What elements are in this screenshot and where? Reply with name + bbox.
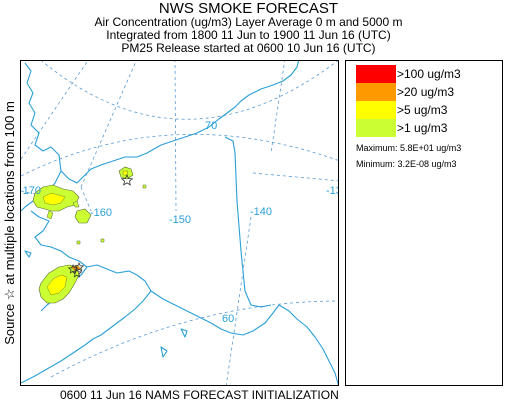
lon-label-170: -170 (21, 185, 41, 197)
legend-label: >20 ug/m3 (397, 85, 455, 99)
map-canvas: -170 -160 -150 -140 -130 70 60 (21, 61, 339, 385)
island-4 (180, 328, 188, 338)
gulf-coast (150, 290, 280, 336)
plume-north-dot (142, 184, 147, 189)
star-icon (71, 267, 83, 278)
smoke-plumes (32, 166, 147, 304)
island-3 (160, 346, 168, 358)
source-label-text: Source ☆ at multiple locations from 100 … (2, 101, 17, 345)
legend-swatch-yellow (356, 101, 396, 119)
star-icon (73, 261, 85, 272)
legend-item-20: >20 ug/m3 (356, 83, 496, 101)
star-icon (67, 263, 79, 274)
plume-north (118, 166, 147, 189)
meridian-140-north (270, 61, 286, 154)
lon-label-160: -160 (90, 207, 112, 219)
source-markers (67, 173, 134, 278)
parallel-70 (21, 134, 338, 177)
legend-item-1: >1 ug/m3 (356, 119, 496, 137)
plume-small-spots (76, 238, 105, 245)
spot-1 (100, 238, 105, 243)
star-icon (120, 173, 134, 186)
legend-label: >5 ug/m3 (397, 103, 448, 117)
parallel-80 (41, 61, 338, 120)
plume-east-small (72, 200, 80, 208)
smoke-map[interactable]: -170 -160 -150 -140 -130 70 60 (20, 60, 339, 386)
spot-2 (76, 240, 81, 245)
forecast-footer-text: 0600 11 Jun 16 NAMS FORECAST INITIALIZAT… (60, 388, 339, 402)
meridian-160-south (80, 186, 92, 212)
plume-north-core (122, 170, 129, 176)
max-concentration: Maximum: 5.8E+01 ug/m3 (356, 143, 462, 153)
north-coast (24, 61, 300, 184)
peninsula-coast (21, 344, 86, 384)
lon-label-140: -140 (250, 206, 272, 218)
release-start: PM25 Release started at 0600 10 Jun 16 (… (121, 41, 376, 55)
chart-title: NWS SMOKE FORECAST (158, 0, 339, 17)
lat-label-60: 60 (222, 313, 234, 325)
plume-seward (32, 184, 80, 220)
legend-label: >100 ug/m3 (397, 67, 461, 81)
southeast-coast (278, 304, 338, 385)
southwest-coast (84, 264, 152, 346)
plume-seward-inner (42, 192, 66, 206)
meridian-170-north (21, 61, 89, 160)
island-2 (24, 250, 32, 258)
legend-swatch-red (356, 65, 396, 83)
graticule-labels: -170 -160 -150 -140 -130 70 60 (21, 120, 339, 325)
lat-label-70: 70 (205, 120, 217, 132)
layer-description: Air Concentration (ug/m3) Layer Average … (94, 15, 403, 29)
plume-nome-east (72, 200, 92, 224)
legend-item-5: >5 ug/m3 (356, 101, 496, 119)
meridian-160 (80, 61, 137, 188)
lon-label-150: -150 (169, 214, 191, 226)
legend-item-100: >100 ug/m3 (356, 65, 496, 83)
lon-label-130: -130 (326, 185, 339, 197)
legend-label: >1 ug/m3 (397, 121, 448, 135)
plume-southwest-inner (46, 274, 68, 296)
plume-seward-tail (46, 210, 54, 220)
meridian-150 (174, 61, 177, 212)
legend-swatch-orange (356, 83, 396, 101)
plume-east-blob (74, 208, 92, 224)
legend-swatch-green (356, 119, 396, 137)
meridian-130 (252, 172, 338, 182)
concentration-legend: >100 ug/m3 >20 ug/m3 >5 ug/m3 >1 ug/m3 M… (345, 60, 503, 386)
integration-period: Integrated from 1800 11 Jun to 1900 11 J… (106, 28, 391, 42)
source-label: Source ☆ at multiple locations from 100 … (0, 60, 20, 386)
plume-southwest (38, 264, 82, 304)
min-concentration: Minimum: 3.2E-08 ug/m3 (356, 159, 457, 169)
meridian-140-south (225, 216, 252, 385)
border-canada (224, 136, 272, 308)
